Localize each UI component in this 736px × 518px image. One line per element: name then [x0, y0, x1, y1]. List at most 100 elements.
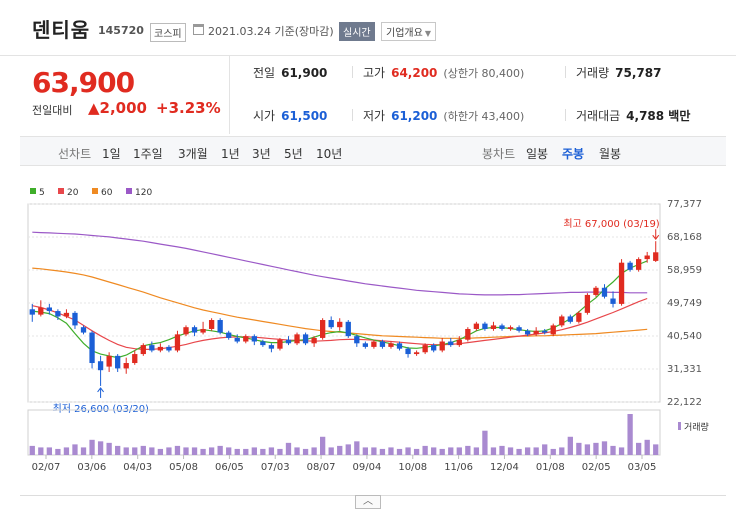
period-3month[interactable]: 3개월: [178, 147, 208, 161]
divider: [352, 66, 353, 78]
high-annotation: 최고 67,000 (03/19): [563, 218, 659, 230]
volume-bar: [38, 447, 44, 455]
candle-body: [208, 320, 215, 329]
period-3year[interactable]: 3년: [252, 147, 271, 161]
candle-body: [191, 327, 198, 333]
y-tick-label: 58,959: [667, 265, 702, 276]
volume-bar: [593, 442, 599, 455]
chart-grid: [27, 203, 661, 403]
volume-bar: [123, 447, 129, 455]
candle-body: [465, 328, 471, 340]
axes: 77,377 68,168 58,959 49,749 40,540 31,331 22,1…: [32, 199, 702, 473]
prev-close: 전일 61,900: [253, 64, 327, 81]
line-chart-tab[interactable]: 선차트: [58, 147, 92, 161]
candle-body: [46, 307, 52, 312]
volume-bar: [311, 447, 317, 455]
candle-weekly[interactable]: 주봉: [562, 147, 585, 161]
market-badge: 코스피: [150, 23, 186, 42]
trade-amount-value: 4,788 백만: [626, 109, 691, 123]
x-tick-label: 03/06: [77, 462, 106, 473]
candle-body: [260, 341, 266, 346]
candle-body: [226, 332, 232, 338]
candle-body: [379, 341, 386, 347]
candle-daily[interactable]: 일봉: [526, 147, 549, 161]
candle-body: [345, 321, 351, 337]
volume-bar: [208, 447, 215, 455]
candle-body: [97, 361, 104, 371]
volume-bar: [243, 448, 249, 455]
y-tick-label: 31,331: [667, 364, 702, 375]
candle-body: [593, 287, 599, 295]
candle-body: [371, 341, 377, 347]
open-price-label: 시가: [253, 109, 276, 123]
volume-bar: [251, 447, 257, 455]
upper-limit: (상한가 80,400): [443, 67, 525, 80]
candle-body: [499, 325, 505, 329]
volume-bar: [499, 445, 505, 455]
volume-bar: [345, 444, 351, 455]
candle-body: [618, 262, 625, 304]
candle-body: [149, 345, 155, 351]
period-1week[interactable]: 1주일: [133, 147, 163, 161]
y-tick-label: 40,540: [667, 331, 702, 342]
divider: [565, 66, 566, 78]
volume-bar: [277, 448, 283, 455]
x-tick-label: 07/03: [261, 462, 290, 473]
volume-frame: [27, 409, 661, 456]
company-overview-label: 기업개요: [386, 28, 423, 39]
volume-bar: [200, 448, 206, 455]
volume-bar: [140, 445, 146, 455]
candle-body: [115, 355, 121, 369]
candle-chart-tab[interactable]: 봉차트: [482, 147, 516, 161]
candle-body: [576, 312, 582, 322]
volume-label: 거래량: [576, 66, 610, 80]
stock-header: 덴티움 145720 코스피 2021.03.24 기준(장마감) 실시간 기업…: [0, 0, 736, 56]
candle-body: [422, 345, 428, 353]
candle-body: [413, 352, 420, 355]
volume-bar: [388, 447, 394, 455]
realtime-button[interactable]: 실시간: [339, 22, 375, 41]
period-10year[interactable]: 10년: [316, 147, 343, 161]
candle-body: [533, 330, 539, 335]
volume-bar: [337, 445, 343, 455]
period-5year[interactable]: 5년: [284, 147, 303, 161]
y-tick-label: 68,168: [667, 232, 702, 243]
volume-bar: [524, 447, 531, 455]
collapse-chart-button[interactable]: ︿: [355, 495, 381, 509]
volume-bar: [115, 445, 121, 455]
candle-body: [29, 309, 35, 315]
volume-bar: [29, 445, 35, 455]
volume-bar: [174, 445, 181, 455]
calendar-icon: [193, 24, 204, 35]
prev-close-label: 전일: [253, 66, 276, 80]
trade-amount-label: 거래대금: [576, 109, 621, 123]
volume-bar: [157, 448, 164, 455]
volume-bar: [371, 447, 377, 455]
period-1day[interactable]: 1일: [102, 147, 121, 161]
x-tick-label: 02/05: [582, 462, 611, 473]
candle-body: [337, 321, 343, 328]
volume-bar: [542, 444, 548, 455]
candle-body: [644, 255, 650, 260]
period-1year[interactable]: 1년: [221, 147, 240, 161]
candle-body: [243, 336, 249, 342]
base-date: 2021.03.24 기준(장마감): [208, 25, 334, 38]
candle-body: [166, 346, 172, 351]
volume-bar: [473, 447, 480, 455]
volume-bar: [422, 445, 428, 455]
y-tick-label: 22,122: [667, 397, 702, 408]
volume-bar: [413, 448, 420, 455]
candle-monthly[interactable]: 월봉: [599, 147, 622, 161]
company-overview-button[interactable]: 기업개요 ▼: [381, 22, 436, 41]
candle-body: [516, 327, 522, 331]
candle-body: [217, 320, 223, 333]
candle-body: [251, 336, 257, 342]
volume-bar: [226, 447, 232, 455]
candle-body: [636, 259, 642, 270]
candle-body: [456, 339, 462, 346]
y-tick-label: 77,377: [667, 199, 702, 210]
candle-body: [473, 323, 480, 329]
candle-body: [354, 336, 360, 344]
candle-body: [302, 334, 309, 344]
volume-bar: [97, 441, 104, 455]
